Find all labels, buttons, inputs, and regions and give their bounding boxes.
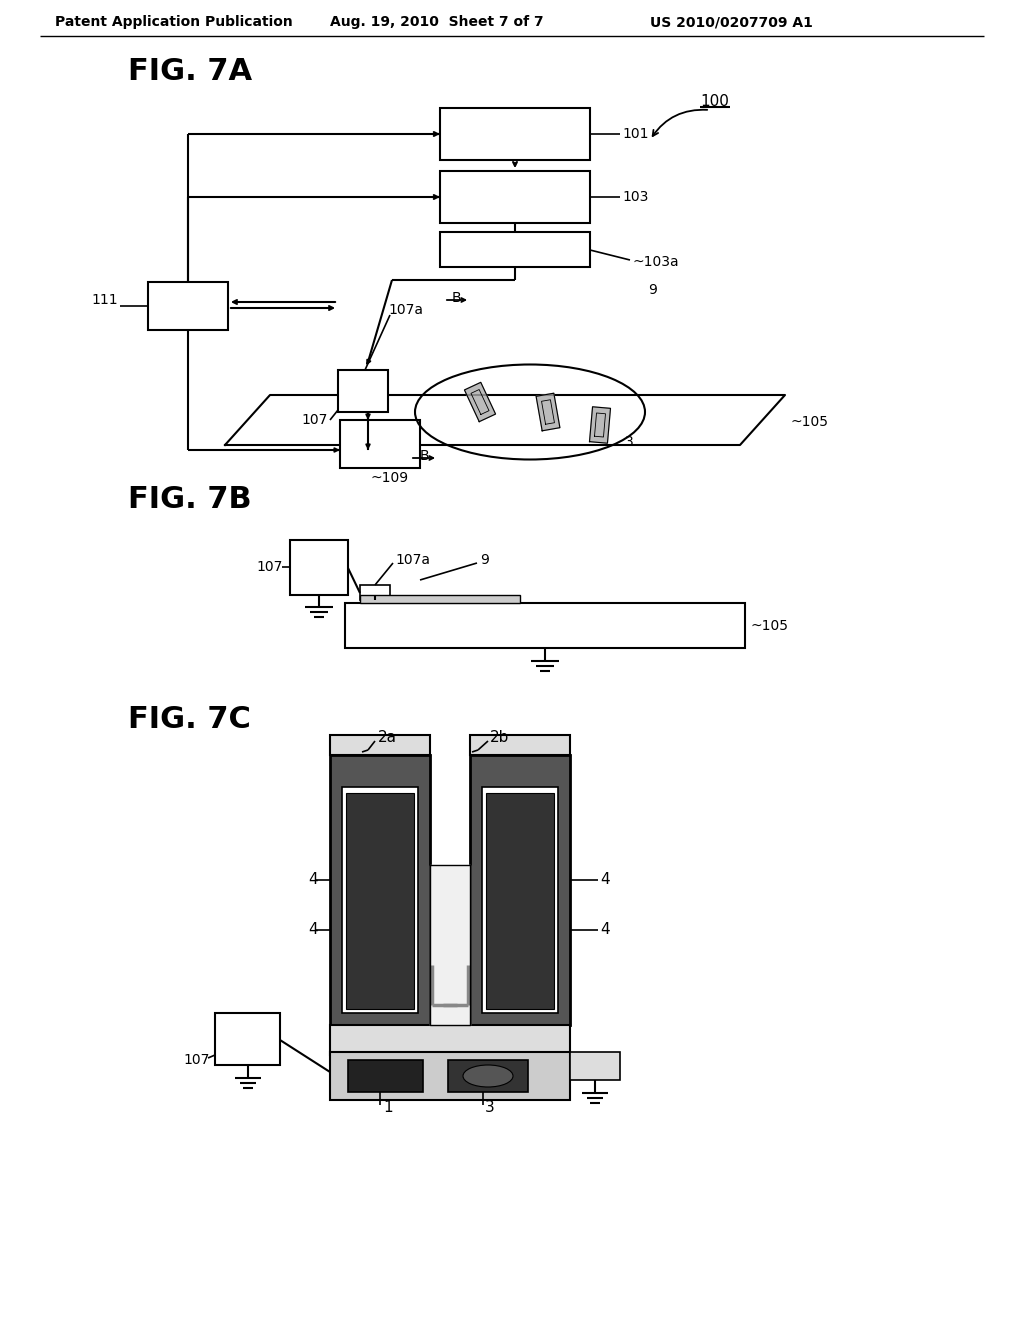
Bar xyxy=(330,1052,570,1100)
Bar xyxy=(340,420,420,469)
Polygon shape xyxy=(430,865,470,1026)
Text: 9: 9 xyxy=(480,553,488,568)
Text: B: B xyxy=(452,290,462,305)
Bar xyxy=(148,282,228,330)
Bar xyxy=(440,172,590,223)
Bar xyxy=(440,232,590,267)
Bar xyxy=(348,1060,423,1092)
Text: 4: 4 xyxy=(600,873,609,887)
Text: 101: 101 xyxy=(622,127,648,141)
Bar xyxy=(449,1060,528,1092)
Bar xyxy=(290,540,348,595)
Text: 111: 111 xyxy=(91,293,118,308)
Bar xyxy=(470,755,570,1026)
Polygon shape xyxy=(537,393,560,430)
Text: 103: 103 xyxy=(622,190,648,205)
Text: 107a: 107a xyxy=(388,304,423,317)
Bar xyxy=(330,735,430,755)
Text: Patent Application Publication: Patent Application Publication xyxy=(55,15,293,29)
Bar xyxy=(440,108,590,160)
Bar xyxy=(360,595,520,603)
Text: 4: 4 xyxy=(308,923,317,937)
Text: 107a: 107a xyxy=(395,553,430,568)
Bar xyxy=(346,793,414,1008)
Bar xyxy=(570,1052,620,1080)
Text: ~105: ~105 xyxy=(750,619,788,634)
Bar xyxy=(486,793,554,1008)
Bar xyxy=(330,755,430,1026)
Text: 3: 3 xyxy=(485,1101,495,1115)
Polygon shape xyxy=(465,383,496,421)
Text: 2b: 2b xyxy=(490,730,509,746)
Text: FIG. 7B: FIG. 7B xyxy=(128,486,252,515)
Text: 107: 107 xyxy=(183,1053,210,1067)
Bar xyxy=(470,735,570,755)
Text: ~105: ~105 xyxy=(790,414,828,429)
Polygon shape xyxy=(590,407,610,444)
Text: 2a: 2a xyxy=(378,730,397,746)
Text: 100: 100 xyxy=(700,95,729,110)
Text: 4: 4 xyxy=(600,923,609,937)
Ellipse shape xyxy=(463,1065,513,1086)
Bar xyxy=(360,585,390,601)
Bar xyxy=(215,1012,280,1065)
Text: FIG. 7A: FIG. 7A xyxy=(128,58,252,87)
Bar xyxy=(342,787,418,1012)
Text: Aug. 19, 2010  Sheet 7 of 7: Aug. 19, 2010 Sheet 7 of 7 xyxy=(330,15,544,29)
Bar xyxy=(345,603,745,648)
Text: ~103a: ~103a xyxy=(632,255,679,269)
Bar xyxy=(338,370,388,412)
Text: 3: 3 xyxy=(625,436,634,449)
Bar xyxy=(482,787,558,1012)
Text: 4: 4 xyxy=(308,873,317,887)
Bar xyxy=(330,1026,570,1055)
Polygon shape xyxy=(225,395,785,445)
Text: 107: 107 xyxy=(302,413,328,426)
Text: FIG. 7C: FIG. 7C xyxy=(128,705,251,734)
Text: 9: 9 xyxy=(648,282,656,297)
Text: US 2010/0207709 A1: US 2010/0207709 A1 xyxy=(650,15,813,29)
Text: 107: 107 xyxy=(257,560,283,574)
Text: ~109: ~109 xyxy=(370,471,409,484)
Text: B: B xyxy=(420,449,430,463)
Text: 1: 1 xyxy=(383,1101,392,1115)
